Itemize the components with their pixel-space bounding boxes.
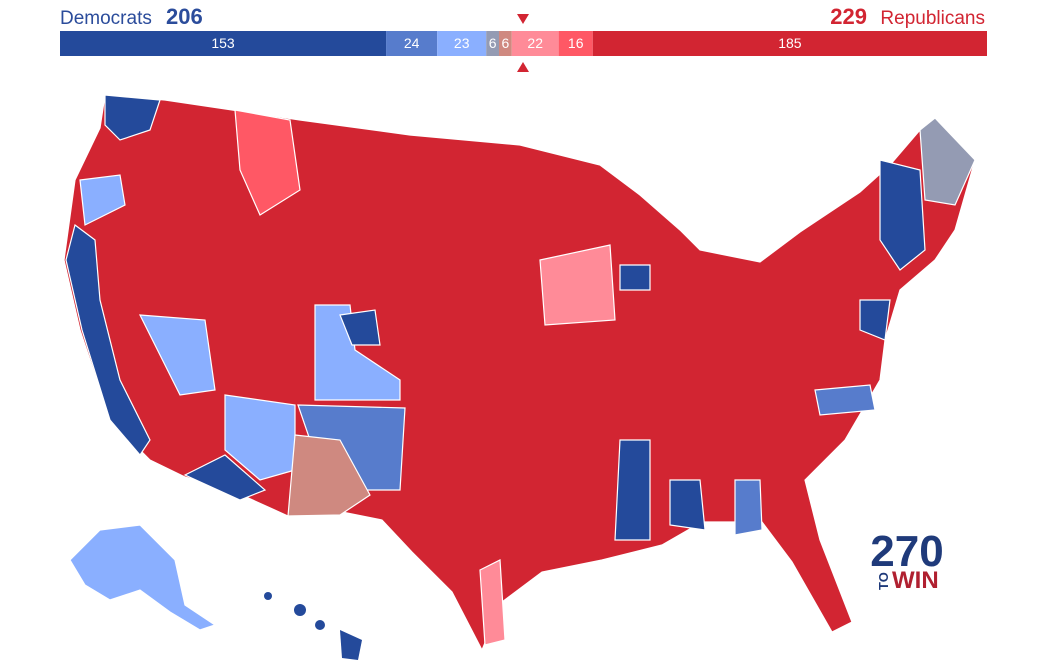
nevada-lean	[138, 314, 216, 396]
nc-likely	[814, 384, 876, 416]
logo-win: WIN	[892, 567, 939, 594]
alabama-dem	[669, 479, 706, 531]
seat-segment	[437, 31, 487, 56]
denver-dem	[339, 309, 381, 346]
texas-tossup	[479, 559, 506, 646]
seat-segment	[60, 31, 387, 56]
arizona-dem	[183, 454, 267, 501]
oregon-dem	[79, 174, 126, 226]
rep-total: 229	[830, 4, 867, 29]
logo-to: TO	[876, 572, 891, 590]
alaska	[69, 524, 217, 631]
us-map	[63, 94, 976, 660]
logo: 270 TO WIN	[870, 527, 943, 594]
logo-number: 270	[870, 527, 943, 576]
iowa-tossup	[539, 244, 616, 326]
segment-label: 24	[404, 35, 420, 51]
seat-bar: 153 24 23 6 6 22 16 185	[60, 31, 987, 56]
arizona-lean	[224, 394, 296, 481]
midpoint-marker-top	[517, 14, 529, 24]
mid-atlantic-dem	[859, 299, 891, 341]
segment-label: 6	[489, 35, 497, 51]
segment-label: 22	[527, 35, 543, 51]
colorado-lean	[314, 304, 401, 401]
georgia-likely	[734, 479, 763, 536]
wisconsin-dem	[619, 264, 651, 291]
segment-label: 153	[211, 35, 235, 51]
maine-toss	[919, 117, 976, 206]
new-mexico-toss	[287, 434, 371, 517]
seat-segment	[498, 31, 512, 56]
seattle-dem	[104, 94, 161, 141]
new-england-dem	[879, 159, 926, 271]
hawaii	[264, 592, 362, 660]
seat-segment	[511, 31, 559, 56]
seat-segment	[386, 31, 438, 56]
midpoint-marker-bottom	[517, 62, 529, 72]
west-coast-dem	[65, 223, 151, 456]
segment-label: 16	[568, 35, 584, 51]
seat-segment	[592, 31, 987, 56]
montana-lean	[234, 109, 301, 216]
seat-segment	[486, 31, 499, 56]
rep-label: Republicans	[880, 8, 985, 29]
seat-segment	[558, 31, 593, 56]
mississippi-dem	[614, 439, 651, 541]
dem-total: 206	[166, 4, 203, 29]
new-mexico-likely	[297, 404, 406, 491]
segment-label: 6	[501, 35, 509, 51]
segment-label: 23	[454, 35, 470, 51]
segment-label: 185	[778, 35, 802, 51]
dem-label: Democrats	[60, 8, 152, 29]
